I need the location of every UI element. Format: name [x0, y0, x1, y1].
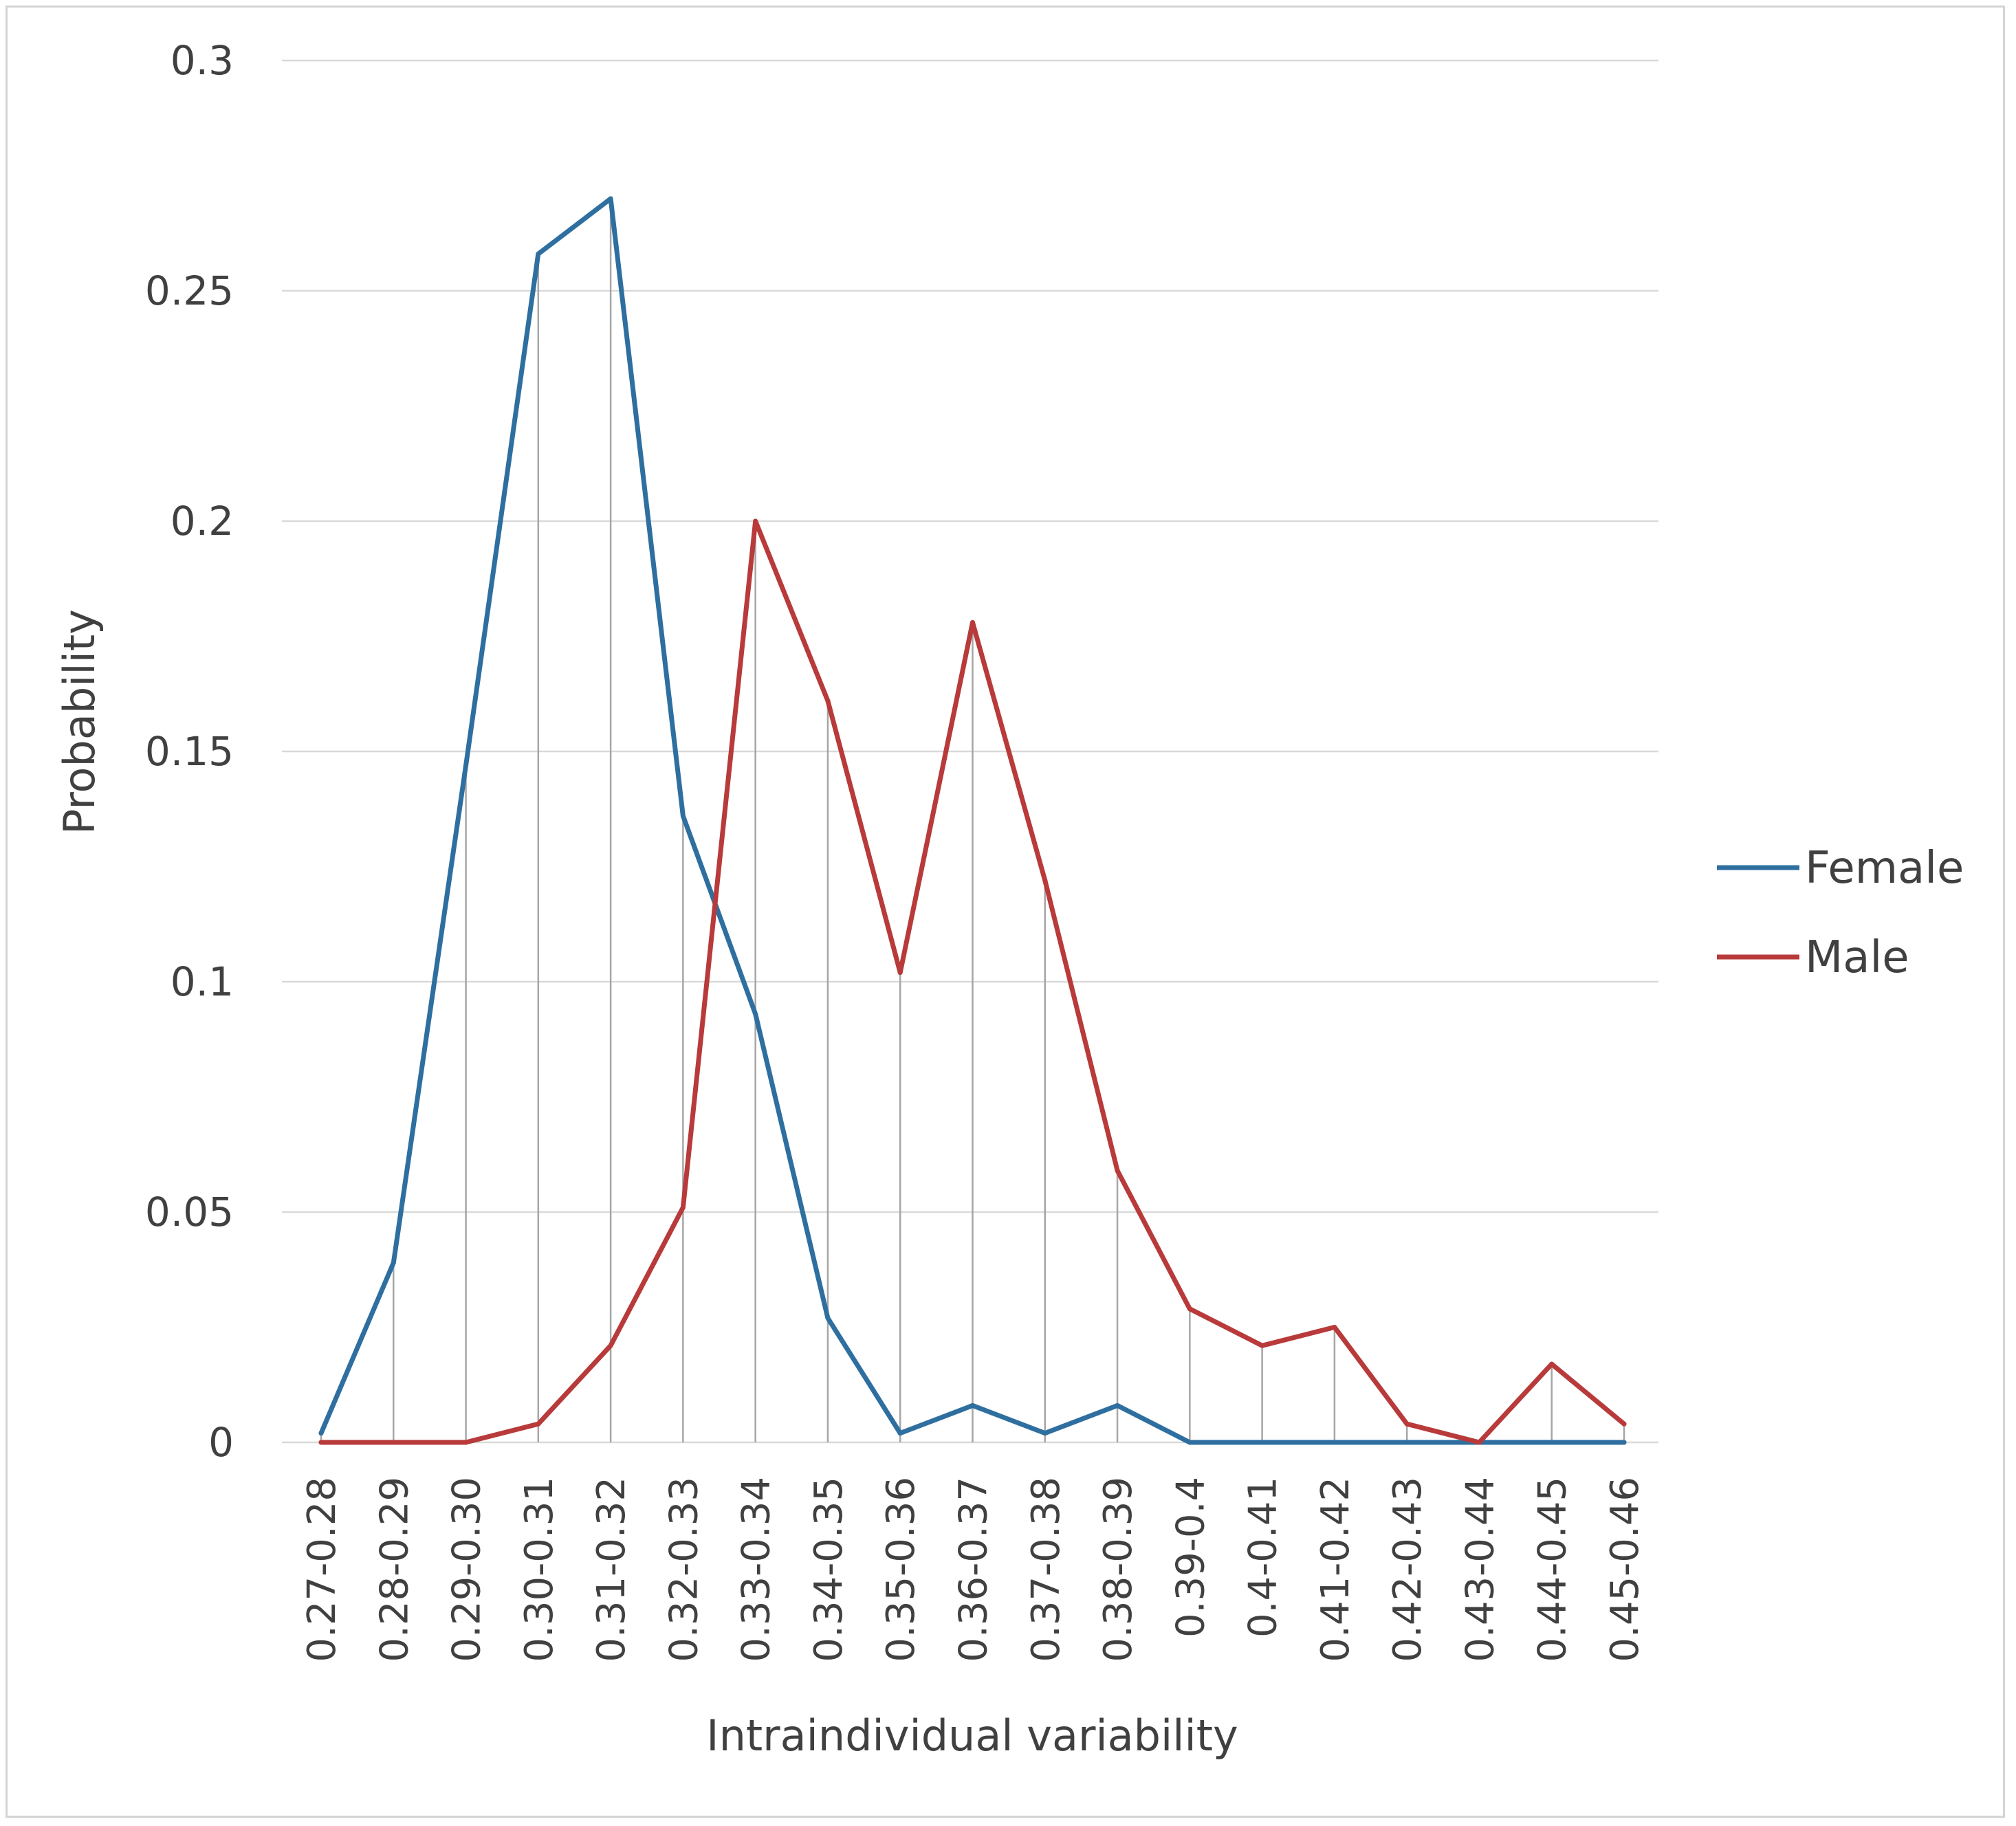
x-tick-label: 0.30-0.31	[517, 1477, 562, 1662]
data-point	[536, 251, 541, 256]
series-lines	[318, 196, 1627, 1445]
y-axis-title: Probability	[54, 609, 105, 835]
data-point	[825, 698, 831, 703]
data-point	[1042, 878, 1048, 883]
data-point	[391, 1440, 396, 1445]
data-point	[1621, 1440, 1627, 1445]
data-point	[1404, 1421, 1410, 1427]
x-tick-label: 0.29-0.30	[445, 1477, 490, 1662]
x-axis-ticks: 0.27-0.28 0.28-0.29 0.29-0.30 0.30-0.31 0.31…	[300, 1477, 1647, 1662]
data-point	[1260, 1440, 1265, 1445]
data-point	[680, 813, 686, 819]
x-tick-label: 0.36-0.37	[952, 1477, 996, 1662]
data-point	[970, 619, 975, 625]
x-tick-label: 0.31-0.32	[589, 1477, 634, 1662]
y-tick-label: 0.3	[171, 37, 234, 84]
data-point	[1187, 1440, 1192, 1445]
data-point	[897, 970, 903, 976]
y-tick-label: 0	[208, 1419, 234, 1466]
y-tick-label: 0.25	[145, 267, 234, 314]
data-point	[753, 1011, 758, 1017]
data-point	[1187, 1306, 1192, 1312]
legend-label: Male	[1805, 932, 1909, 983]
x-tick-label: 0.42-0.43	[1385, 1477, 1430, 1662]
data-point	[463, 762, 469, 768]
y-axis-ticks: 0 0.05 0.1 0.15 0.2 0.25 0.3	[145, 37, 234, 1466]
legend-label: Female	[1805, 843, 1964, 894]
x-tick-label: 0.45-0.46	[1603, 1477, 1647, 1662]
x-tick-label: 0.34-0.35	[807, 1477, 851, 1662]
data-point	[753, 518, 758, 524]
x-tick-label: 0.4-0.41	[1241, 1477, 1286, 1638]
x-tick-label: 0.39-0.4	[1168, 1477, 1213, 1638]
x-tick-label: 0.28-0.29	[372, 1477, 417, 1662]
data-point	[1332, 1440, 1337, 1445]
data-point	[1115, 1168, 1120, 1174]
data-point	[536, 1421, 541, 1427]
x-tick-label: 0.41-0.42	[1313, 1477, 1358, 1662]
data-point	[680, 1204, 686, 1210]
y-tick-label: 0.2	[171, 498, 234, 544]
y-tick-label: 0.1	[171, 958, 234, 1005]
x-tick-label: 0.38-0.39	[1096, 1477, 1141, 1662]
x-tick-label: 0.43-0.44	[1458, 1477, 1502, 1662]
data-point	[1115, 1402, 1120, 1408]
data-point	[1404, 1440, 1410, 1445]
gridlines	[282, 59, 1658, 1444]
x-tick-label: 0.37-0.38	[1024, 1477, 1069, 1662]
data-point	[318, 1440, 324, 1445]
y-tick-label: 0.15	[145, 728, 234, 775]
y-tick-label: 0.05	[145, 1189, 234, 1235]
data-point	[1042, 1431, 1048, 1436]
data-point	[1621, 1421, 1627, 1427]
drop-lines	[320, 199, 1625, 1442]
data-point	[1549, 1361, 1555, 1367]
x-tick-label: 0.32-0.33	[661, 1477, 706, 1662]
x-tick-label: 0.44-0.45	[1531, 1477, 1575, 1662]
data-point	[897, 1431, 903, 1436]
chart-frame	[6, 6, 2005, 1818]
x-tick-label: 0.27-0.28	[300, 1477, 344, 1662]
x-tick-label: 0.33-0.34	[734, 1477, 779, 1662]
data-point	[608, 196, 613, 201]
data-point	[970, 1402, 975, 1408]
data-point	[1332, 1325, 1337, 1330]
data-point	[1549, 1440, 1555, 1445]
data-point	[463, 1440, 469, 1445]
data-point	[825, 1315, 831, 1321]
data-point	[318, 1431, 324, 1436]
x-axis-title: Intraindividual variability	[706, 1710, 1238, 1761]
x-tick-label: 0.35-0.36	[879, 1477, 923, 1662]
data-point	[1260, 1343, 1265, 1348]
legend: Female Male	[1717, 843, 1964, 983]
data-point	[391, 1260, 396, 1266]
data-point	[608, 1343, 613, 1348]
data-point	[1476, 1440, 1482, 1445]
